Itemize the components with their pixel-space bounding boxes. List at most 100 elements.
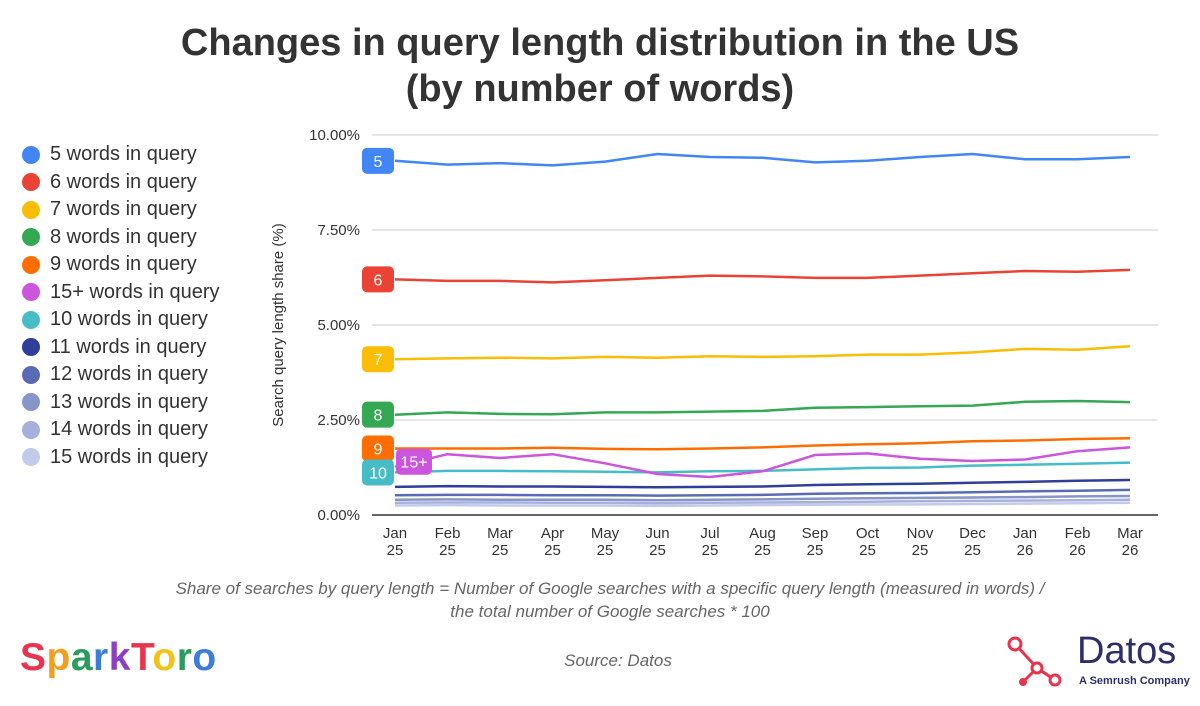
series-badge — [362, 459, 394, 486]
series-badge-label: 7 — [374, 352, 383, 369]
series-line — [394, 345, 1131, 361]
legend-label: 15+ words in query — [50, 280, 220, 303]
legend-label: 7 words in query — [50, 198, 197, 221]
legend-marker — [22, 365, 40, 384]
x-tick-label: Nov — [907, 525, 934, 542]
chart-subtitle: (by number of words) — [405, 68, 795, 110]
series-badge — [362, 435, 394, 462]
datos-tagline: A Semrush Company — [1079, 675, 1190, 687]
datos-logo-icon — [1007, 636, 1062, 687]
x-tick-label: Sep — [802, 525, 829, 542]
x-tick-label: 25 — [492, 542, 509, 559]
x-tick-label: 25 — [964, 542, 981, 559]
footnote-line-1: Share of searches by query length = Numb… — [175, 579, 1045, 598]
y-tick-label: 10.00% — [309, 127, 360, 144]
series-line — [394, 152, 1131, 167]
x-tick-label: Jan — [1013, 525, 1037, 542]
legend-marker — [22, 448, 40, 467]
legend-marker — [22, 145, 40, 164]
legend-marker — [22, 393, 40, 412]
series-line — [394, 488, 1131, 497]
sparktoro-logo: SparkToro — [20, 636, 217, 679]
legend-item: 6 words in query — [22, 169, 220, 197]
x-tick-label: Apr — [541, 525, 564, 542]
x-tick-label: 26 — [1122, 542, 1139, 559]
legend-item: 9 words in query — [22, 251, 220, 279]
series-badge — [362, 266, 394, 293]
series-line — [394, 268, 1131, 284]
series-line — [395, 436, 1131, 451]
series-badge-label: 6 — [374, 272, 383, 289]
legend-item: 8 words in query — [22, 224, 220, 252]
legend-marker — [22, 200, 40, 219]
series-badge-label: 8 — [374, 408, 383, 425]
x-tick-label: 25 — [859, 542, 876, 559]
x-tick-label: 26 — [1069, 542, 1086, 559]
legend-item: 12 words in query — [22, 361, 220, 389]
legend-marker — [22, 338, 40, 357]
legend-item: 7 words in query — [22, 196, 220, 224]
series-badge-label: 9 — [374, 442, 383, 459]
legend-marker — [22, 228, 40, 247]
x-tick-label: 25 — [754, 542, 771, 559]
x-tick-label: 25 — [807, 542, 824, 559]
legend-item: 15 words in query — [22, 444, 220, 472]
x-tick-label: Feb — [435, 525, 461, 542]
footnote-line-2: the total number of Google searches * 10… — [450, 602, 770, 621]
x-tick-label: 25 — [702, 542, 719, 559]
x-tick-label: Dec — [959, 525, 986, 542]
legend-item: 15+ words in query — [22, 279, 220, 307]
y-tick-label: 2.50% — [317, 412, 360, 429]
x-tick-label: Jan — [383, 525, 407, 542]
legend-label: 12 words in query — [50, 363, 208, 386]
y-tick-label: 7.50% — [317, 222, 360, 239]
x-tick-label: 26 — [1017, 542, 1034, 559]
legend-item: 5 words in query — [22, 141, 220, 169]
legend-label: 14 words in query — [50, 418, 208, 441]
x-tick-label: 25 — [544, 542, 561, 559]
legend-item: 10 words in query — [22, 306, 220, 334]
legend-marker — [22, 310, 40, 329]
y-tick-label: 0.00% — [317, 507, 360, 524]
series-line — [394, 399, 1131, 416]
legend-marker — [22, 173, 40, 192]
x-tick-label: Feb — [1065, 525, 1091, 542]
legend-item: 14 words in query — [22, 416, 220, 444]
series-badge-label: 15+ — [400, 455, 427, 472]
series-badge — [362, 401, 394, 428]
datos-wordmark: Datos — [1077, 630, 1177, 672]
legend-label: 13 words in query — [50, 390, 208, 413]
series-line — [394, 478, 1131, 489]
source-note: Source: Datos — [564, 651, 672, 670]
x-tick-label: Aug — [749, 525, 776, 542]
legend-label: 10 words in query — [50, 308, 208, 331]
series-line — [394, 498, 1131, 505]
chart-title: Changes in query length distribution in … — [180, 22, 1020, 64]
x-tick-label: 25 — [912, 542, 929, 559]
legend-label: 9 words in query — [50, 253, 197, 276]
x-tick-label: 25 — [597, 542, 614, 559]
legend-label: 11 words in query — [50, 335, 207, 358]
x-tick-label: 25 — [439, 542, 456, 559]
series-line — [394, 501, 1131, 508]
series-badge-label: 10 — [369, 465, 387, 482]
series-badge — [362, 346, 394, 373]
series-line — [394, 494, 1131, 502]
x-tick-label: 25 — [649, 542, 666, 559]
datos-logo: Datos A Semrush Company — [1003, 630, 1198, 692]
x-tick-label: Mar — [1117, 525, 1143, 542]
series-line — [394, 446, 1131, 479]
legend-label: 5 words in query — [50, 143, 197, 166]
legend-item: 13 words in query — [22, 389, 220, 417]
y-tick-label: 5.00% — [317, 317, 360, 334]
x-tick-label: Oct — [856, 525, 880, 542]
x-tick-label: May — [591, 525, 620, 542]
legend-label: 6 words in query — [50, 170, 197, 193]
x-tick-label: Jul — [700, 525, 719, 542]
legend-item: 11 words in query — [22, 334, 220, 362]
series-badge-label: 5 — [374, 154, 383, 171]
legend-label: 8 words in query — [50, 225, 197, 248]
legend-marker — [22, 283, 40, 302]
legend-marker — [22, 420, 40, 439]
